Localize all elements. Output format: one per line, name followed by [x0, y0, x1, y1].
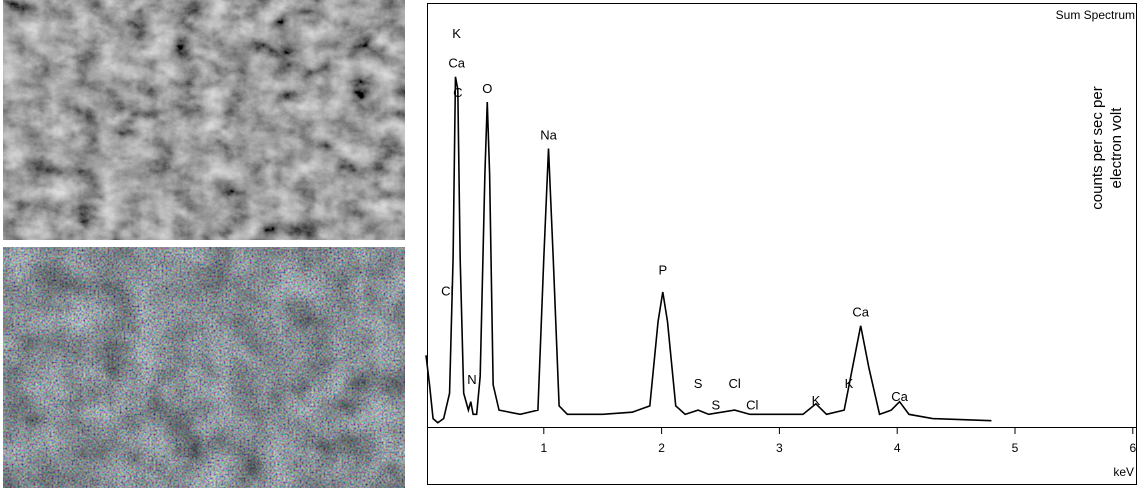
x-axis-label: keV — [1113, 465, 1134, 479]
peak-label: C — [453, 85, 462, 100]
peak-label: Ca — [852, 304, 869, 319]
peak-label: Ca — [891, 389, 908, 404]
peak-label: Cl — [728, 376, 740, 391]
peak-label: K — [845, 376, 854, 391]
peak-label: Ca — [448, 56, 465, 71]
chart-title: Sum Spectrum — [1056, 8, 1135, 22]
y-axis-label: counts per sec per — [1089, 86, 1106, 209]
x-tick-label: 4 — [894, 441, 901, 455]
peak-label: K — [812, 393, 821, 408]
chart-frame — [427, 3, 1137, 485]
peak-label: O — [482, 81, 492, 96]
peak-label: Na — [540, 127, 557, 142]
eds-map-image — [3, 247, 405, 488]
peak-label: K — [452, 26, 461, 41]
peak-label: Cl — [441, 283, 453, 298]
spectrum-line — [425, 76, 992, 424]
x-tick-label: 6 — [1129, 441, 1136, 455]
y-axis-label: electron volt — [1108, 107, 1125, 189]
peak-label: S — [711, 397, 720, 412]
sem-image — [3, 0, 405, 240]
peak-label: P — [658, 262, 667, 277]
peak-label: S — [694, 376, 703, 391]
peak-label: N — [467, 372, 476, 387]
x-tick-label: 2 — [658, 441, 665, 455]
x-tick-label: 1 — [540, 441, 547, 455]
peak-label: Cl — [746, 397, 758, 412]
x-tick-label: 5 — [1012, 441, 1019, 455]
x-tick-label: 3 — [776, 441, 783, 455]
